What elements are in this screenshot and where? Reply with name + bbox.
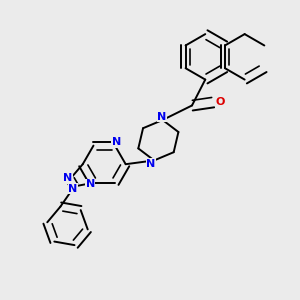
Text: N: N — [158, 112, 166, 122]
Text: N: N — [112, 137, 121, 148]
Text: N: N — [63, 173, 72, 183]
Text: N: N — [146, 159, 156, 169]
Text: O: O — [216, 97, 225, 107]
Text: N: N — [68, 184, 77, 194]
Text: N: N — [86, 179, 95, 189]
